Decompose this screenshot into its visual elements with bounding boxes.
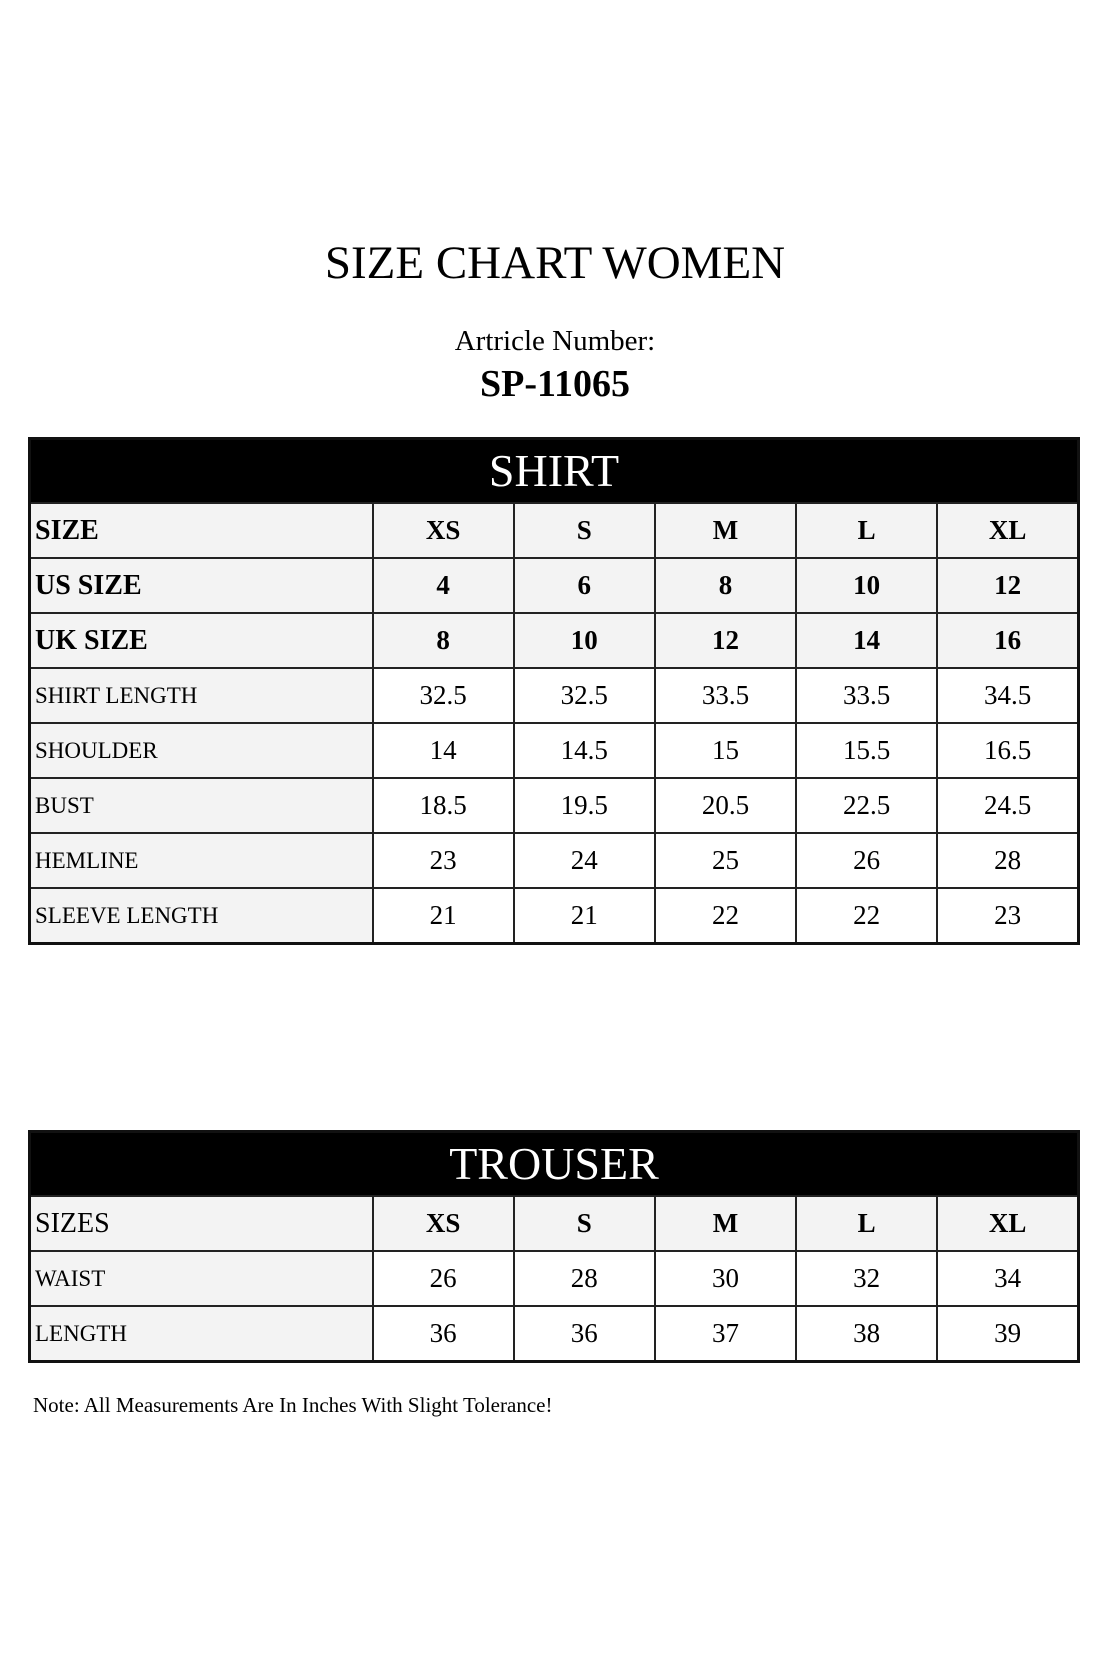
table-cell: XL (936, 1195, 1080, 1252)
table-cell: 8 (371, 612, 515, 669)
table-cell: 38 (795, 1305, 939, 1363)
table-cell: L (795, 1195, 939, 1252)
table-cell: 14 (795, 612, 939, 669)
shirt-size-table: SHIRT SIZE XS S M L XL US SIZE 4 6 8 10 12 UK SIZE 8 1… (28, 437, 1080, 945)
table-cell: 32 (795, 1250, 939, 1307)
table-cell: 36 (371, 1305, 515, 1363)
row-label: WAIST (28, 1250, 374, 1307)
table-cell: 23 (936, 887, 1080, 945)
table-row: WAIST 26 28 30 32 34 (28, 1250, 1080, 1307)
table-cell: 20.5 (653, 777, 798, 834)
table-cell: 36 (512, 1305, 656, 1363)
row-label: SLEEVE LENGTH (28, 887, 374, 945)
table-cell: 26 (371, 1250, 515, 1307)
row-label: HEMLINE (28, 832, 374, 889)
row-label: SIZE (28, 502, 374, 559)
table-cell: 8 (653, 557, 798, 614)
table-cell: 24.5 (936, 777, 1080, 834)
table-row: SLEEVE LENGTH 21 21 22 22 23 (28, 887, 1080, 945)
table-cell: 15 (653, 722, 798, 779)
table-cell: 10 (795, 557, 939, 614)
table-cell: 14 (371, 722, 515, 779)
table-cell: 21 (371, 887, 515, 945)
table-cell: 10 (512, 612, 656, 669)
table-cell: S (512, 502, 656, 559)
page-title: SIZE CHART WOMEN (324, 237, 786, 289)
row-label: US SIZE (28, 557, 374, 614)
row-label: SHOULDER (28, 722, 374, 779)
table-cell: M (653, 1195, 798, 1252)
shirt-heading: SHIRT (28, 437, 1080, 504)
table-cell: XS (371, 1195, 515, 1252)
measurement-note: Note: All Measurements Are In Inches Wit… (33, 1393, 553, 1417)
table-cell: XS (371, 502, 515, 559)
row-label: LENGTH (28, 1305, 374, 1363)
table-cell: 21 (512, 887, 656, 945)
table-cell: 12 (653, 612, 798, 669)
table-cell: M (653, 502, 798, 559)
table-cell: 6 (512, 557, 656, 614)
row-label: BUST (28, 777, 374, 834)
table-row: HEMLINE 23 24 25 26 28 (28, 832, 1080, 889)
table-cell: 33.5 (653, 667, 798, 724)
table-cell: 39 (936, 1305, 1080, 1363)
table-cell: 33.5 (795, 667, 939, 724)
table-cell: 25 (653, 832, 798, 889)
row-label: SHIRT LENGTH (28, 667, 374, 724)
table-cell: 30 (653, 1250, 798, 1307)
table-row: SIZE XS S M L XL (28, 502, 1080, 559)
table-cell: XL (936, 502, 1080, 559)
table-cell: 4 (371, 557, 515, 614)
table-cell: 34 (936, 1250, 1080, 1307)
table-cell: 16 (936, 612, 1080, 669)
table-row: SHIRT LENGTH 32.5 32.5 33.5 33.5 34.5 (28, 667, 1080, 724)
row-label: UK SIZE (28, 612, 374, 669)
article-number: SP-11065 (480, 363, 630, 405)
article-number-label: Artricle Number: (454, 325, 656, 357)
table-cell: 12 (936, 557, 1080, 614)
row-label: SIZES (28, 1195, 374, 1252)
table-cell: S (512, 1195, 656, 1252)
table-row: SIZES XS S M L XL (28, 1195, 1080, 1252)
table-cell: 28 (512, 1250, 656, 1307)
trouser-heading: TROUSER (28, 1130, 1080, 1197)
table-row: LENGTH 36 36 37 38 39 (28, 1305, 1080, 1363)
table-cell: 32.5 (512, 667, 656, 724)
table-row: US SIZE 4 6 8 10 12 (28, 557, 1080, 614)
table-cell: 16.5 (936, 722, 1080, 779)
table-cell: 34.5 (936, 667, 1080, 724)
table-cell: 37 (653, 1305, 798, 1363)
table-row: SHOULDER 14 14.5 15 15.5 16.5 (28, 722, 1080, 779)
table-cell: 19.5 (512, 777, 656, 834)
table-cell: 22.5 (795, 777, 939, 834)
table-cell: 22 (653, 887, 798, 945)
table-row: UK SIZE 8 10 12 14 16 (28, 612, 1080, 669)
table-cell: 14.5 (512, 722, 656, 779)
table-cell: 18.5 (371, 777, 515, 834)
table-cell: 32.5 (371, 667, 515, 724)
table-cell: 15.5 (795, 722, 939, 779)
table-cell: 24 (512, 832, 656, 889)
table-cell: 22 (795, 887, 939, 945)
table-cell: L (795, 502, 939, 559)
table-row: BUST 18.5 19.5 20.5 22.5 24.5 (28, 777, 1080, 834)
trouser-size-table: TROUSER SIZES XS S M L XL WAIST 26 28 30 32 34 LENGT… (28, 1130, 1080, 1363)
table-cell: 23 (371, 832, 515, 889)
table-cell: 28 (936, 832, 1080, 889)
table-cell: 26 (795, 832, 939, 889)
